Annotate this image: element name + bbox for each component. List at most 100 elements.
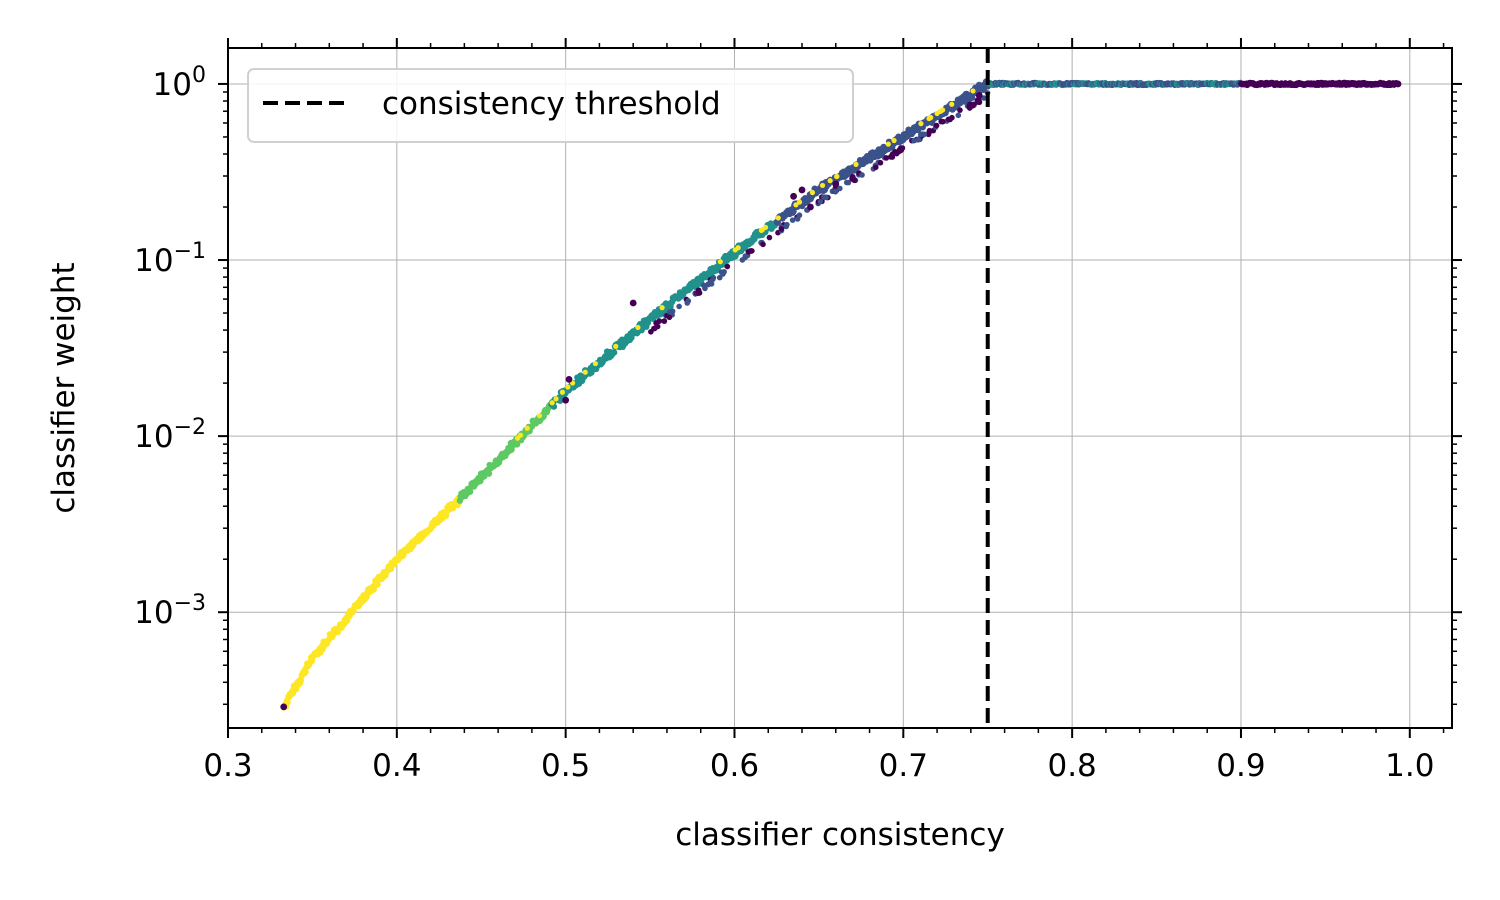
- data-point: [696, 290, 703, 296]
- data-point: [891, 137, 897, 144]
- data-point: [877, 159, 884, 166]
- data-point: [565, 384, 571, 390]
- x-tick-label: 0.4: [372, 748, 421, 784]
- data-point: [702, 285, 708, 292]
- outlier-point: [629, 299, 637, 307]
- data-point: [749, 248, 755, 254]
- data-point: [724, 263, 731, 270]
- data-point: [981, 95, 987, 101]
- data-point: [297, 677, 305, 684]
- data-point: [885, 141, 891, 147]
- data-point: [889, 154, 896, 160]
- data-point: [834, 173, 840, 180]
- outlier-point: [790, 192, 797, 200]
- data-point: [766, 234, 773, 241]
- data-point: [592, 360, 599, 367]
- data-point: [940, 107, 946, 113]
- outlier-point: [562, 396, 570, 404]
- data-point: [705, 281, 712, 288]
- data-point: [918, 131, 924, 138]
- data-point: [676, 303, 682, 310]
- data-point: [553, 396, 559, 402]
- legend-label: consistency threshold: [382, 86, 721, 122]
- x-tick-label: 0.5: [541, 748, 590, 784]
- outlier-point: [849, 175, 857, 183]
- outlier-point: [832, 180, 840, 188]
- data-point: [524, 425, 530, 431]
- plot-frame: [227, 47, 1453, 729]
- data-point: [837, 185, 843, 192]
- data-point: [759, 227, 765, 233]
- data-point: [790, 208, 797, 215]
- data-point: [859, 172, 865, 178]
- data-point: [610, 349, 618, 356]
- data-point: [559, 389, 566, 395]
- data-point: [872, 164, 879, 171]
- outlier-point: [896, 146, 904, 154]
- data-point: [976, 99, 983, 106]
- data-point: [918, 121, 924, 127]
- legend-box: [247, 68, 854, 143]
- data-point: [661, 318, 668, 324]
- data-point: [933, 122, 940, 129]
- data-point: [374, 581, 381, 588]
- outlier-point: [1394, 80, 1402, 88]
- data-point: [721, 269, 727, 275]
- outlier-point: [975, 92, 983, 99]
- data-point: [659, 305, 665, 311]
- data-point: [667, 309, 673, 315]
- data-point: [784, 221, 790, 228]
- data-point: [654, 320, 660, 326]
- y-tick-labels: 10−3 10−2 10−1 100: [134, 63, 206, 631]
- data-point: [514, 435, 521, 441]
- data-point: [739, 257, 746, 263]
- data-point: [966, 105, 973, 111]
- data-point: [853, 161, 859, 167]
- data-point: [911, 137, 917, 144]
- data-point: [883, 155, 890, 161]
- data-point: [732, 247, 738, 253]
- data-point: [796, 199, 803, 205]
- data-point: [970, 101, 977, 108]
- outlier-point: [798, 186, 806, 194]
- x-axis-label: classifier consistency: [675, 817, 1005, 853]
- data-point: [717, 259, 723, 265]
- data-point: [817, 198, 824, 205]
- data-point: [796, 212, 803, 219]
- data-point: [284, 699, 291, 706]
- data-point: [957, 107, 963, 113]
- data-point: [635, 324, 641, 331]
- data-point: [742, 253, 749, 259]
- data-point: [949, 101, 955, 107]
- data-point: [827, 178, 833, 184]
- data-point: [915, 136, 922, 143]
- x-tick-label: 0.7: [879, 748, 928, 784]
- y-tick-label: 10−1: [134, 239, 206, 279]
- data-point: [793, 202, 799, 208]
- data-point: [970, 88, 976, 94]
- data-point: [648, 329, 654, 335]
- x-tick-labels: 0.3 0.4 0.5 0.6 0.7 0.8 0.9 1.0: [203, 748, 1434, 784]
- data-point: [809, 189, 816, 196]
- data-point: [716, 274, 723, 281]
- data-point: [955, 112, 962, 119]
- data-point: [789, 217, 796, 223]
- data-point: [925, 131, 932, 138]
- data-point: [819, 182, 826, 189]
- data-points: [280, 78, 1402, 711]
- x-tick-label: 1.0: [1385, 748, 1434, 784]
- axis-ticks: [218, 38, 1462, 738]
- data-point: [684, 300, 691, 306]
- x-tick-label: 0.3: [203, 748, 252, 784]
- data-point: [845, 179, 852, 186]
- y-tick-label: 10−3: [134, 591, 206, 631]
- outlier-point: [565, 375, 573, 383]
- outlier-point: [807, 203, 814, 211]
- y-axis-label: classifier weight: [46, 262, 82, 513]
- data-point: [778, 226, 785, 232]
- legend: consistency threshold: [247, 68, 854, 143]
- data-point: [949, 114, 955, 121]
- data-point: [651, 325, 658, 332]
